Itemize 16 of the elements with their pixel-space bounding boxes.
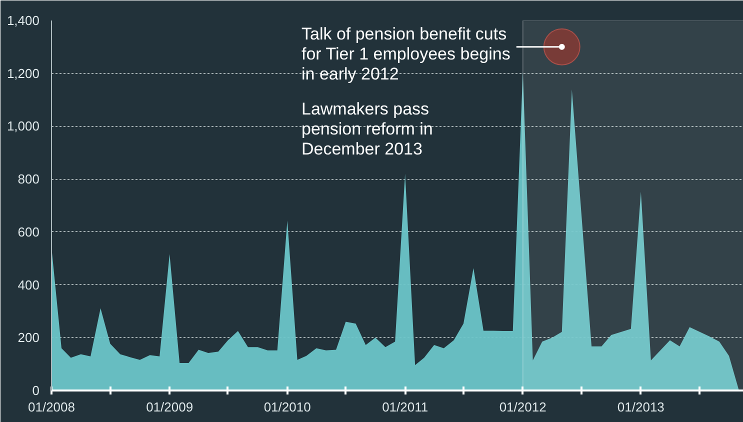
x-tick-label: 01/2009 (146, 400, 194, 414)
x-tick-label: 01/2008 (28, 400, 76, 414)
annotation: Talk of pension benefit cuts for Tier 1 employees begins in early 2012 (302, 24, 510, 84)
y-tick-label: 400 (18, 277, 40, 292)
y-tick-label: 1,000 (6, 118, 40, 134)
annotation: Lawmakers pass pension reform in December 2013 (302, 100, 433, 158)
y-tick-label: 800 (18, 172, 40, 187)
y-tick-label: 0 (32, 383, 40, 398)
y-tick-label: 1,200 (6, 66, 40, 81)
y-tick-label: 600 (18, 224, 40, 240)
x-tick-label: 01/2013 (617, 400, 664, 414)
y-tick-label: 200 (18, 330, 40, 346)
x-tick-label: 01/2012 (499, 400, 546, 414)
y-tick-label: 1,400 (6, 13, 40, 28)
x-tick-label: 01/2010 (264, 400, 311, 414)
x-tick-label: 01/2011 (382, 400, 428, 414)
